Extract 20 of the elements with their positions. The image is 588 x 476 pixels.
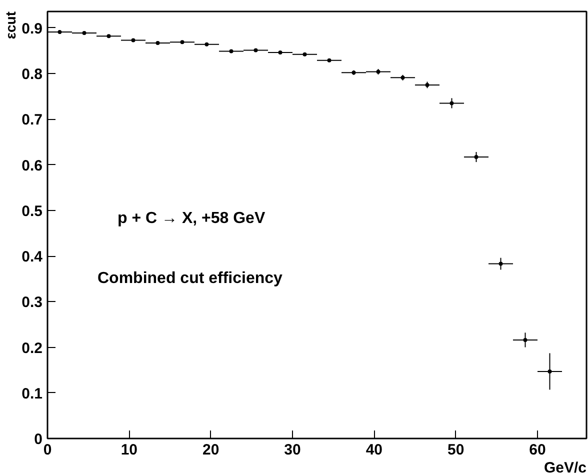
y-tick-label: 0 xyxy=(34,431,42,448)
y-tick-label: 0.7 xyxy=(22,112,43,129)
x-tick-label: 40 xyxy=(366,442,383,458)
y-tick-label: 0.6 xyxy=(22,157,43,174)
y-tick-label: 0.5 xyxy=(22,202,43,220)
y-tick-label: 0.3 xyxy=(22,294,43,312)
y-axis-title: εcut xyxy=(2,11,18,40)
y-tick-label: 0.9 xyxy=(22,20,43,38)
x-tick-label: 60 xyxy=(529,442,546,458)
x-axis-title: GeV/c xyxy=(544,460,587,476)
y-tick-label: 0.1 xyxy=(22,385,43,402)
y-tick-label: 0.8 xyxy=(22,66,43,84)
annotation: Combined cut efficiency xyxy=(98,270,283,287)
y-tick-label: 0.4 xyxy=(22,248,44,266)
y-tick-label: 0.2 xyxy=(22,340,43,357)
x-tick-label: 10 xyxy=(120,442,138,458)
x-tick-label: 20 xyxy=(202,442,220,458)
x-tick-label: 30 xyxy=(284,442,301,458)
x-tick-label: 50 xyxy=(447,442,464,458)
annotation: p + C → X, +58 GeV xyxy=(118,210,266,227)
